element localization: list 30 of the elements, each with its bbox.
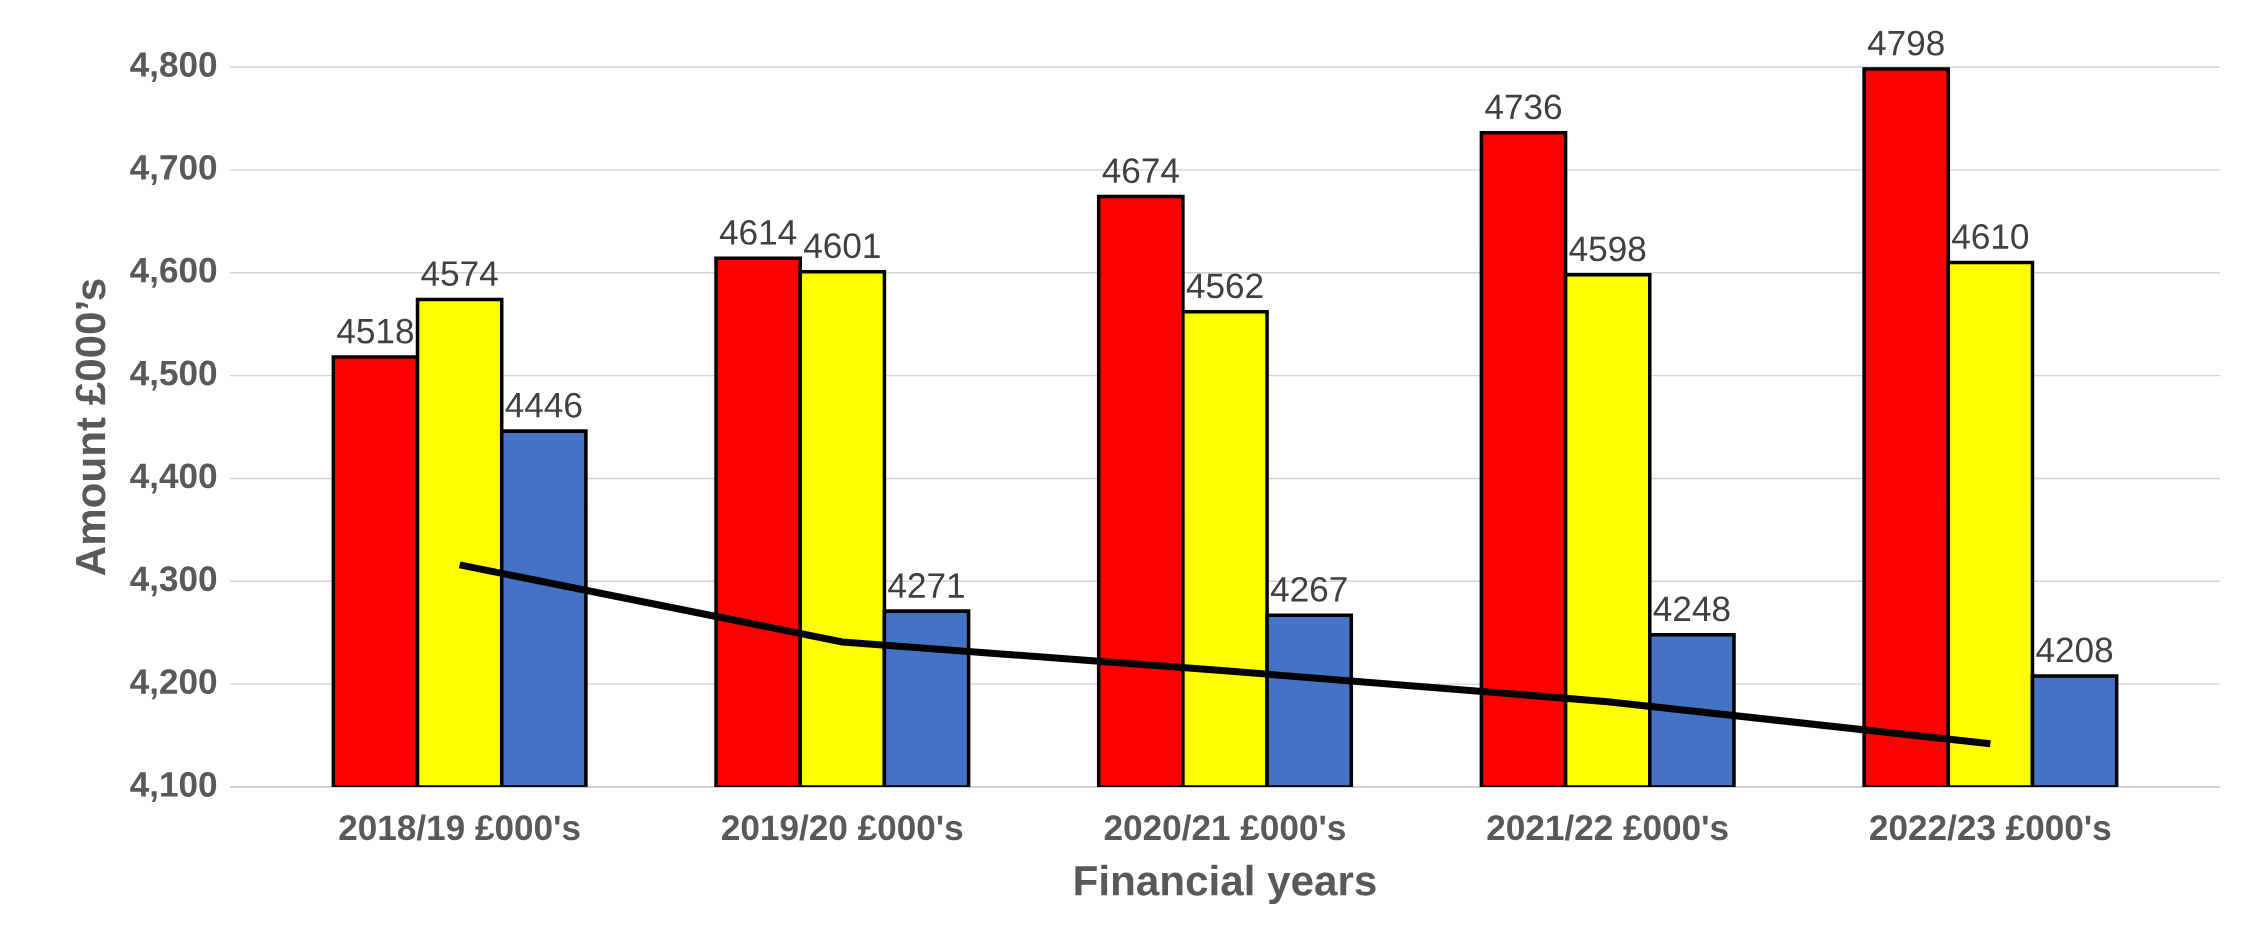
data-label: 4601 (804, 233, 880, 259)
data-label: 4798 (1867, 30, 1944, 56)
data-label: 4574 (421, 261, 498, 286)
y-tick-label: 4,500 (130, 360, 217, 391)
data-label: 4518 (337, 318, 413, 344)
y-tick-label: 4,100 (130, 772, 217, 803)
data-label: 4271 (888, 573, 964, 598)
x-tick-label: 2019/20 £000's (722, 814, 963, 841)
data-label: 4248 (1653, 596, 1730, 622)
data-label: 4610 (1952, 224, 2029, 249)
y-tick-label: 4,600 (130, 257, 217, 288)
x-tick-label: 2021/22 £000's (1487, 814, 1728, 841)
y-tick-label: 4,200 (130, 669, 217, 700)
y-axis-title: Amount £000’s (75, 279, 106, 576)
data-label: 4674 (1102, 158, 1179, 184)
data-label: 4562 (1186, 273, 1263, 299)
y-tick-label: 4,700 (130, 154, 217, 185)
y-tick-label: 4,800 (130, 52, 217, 83)
data-label: 4736 (1485, 94, 1562, 120)
data-label: 4267 (1270, 576, 1347, 602)
x-tick-label: 2018/19 £000's (339, 814, 580, 841)
y-tick-label: 4,400 (130, 463, 217, 494)
data-label: 4614 (719, 219, 797, 245)
data-label: 4598 (1569, 236, 1646, 262)
x-axis-title: Financial years (1075, 864, 1376, 905)
x-tick-label: 2020/21 £000's (1104, 814, 1345, 841)
data-label: 4208 (2036, 637, 2113, 663)
y-tick-label: 4,300 (130, 566, 217, 597)
data-label: 4446 (505, 392, 582, 418)
x-tick-label: 2022/23 £000's (1870, 814, 2111, 841)
